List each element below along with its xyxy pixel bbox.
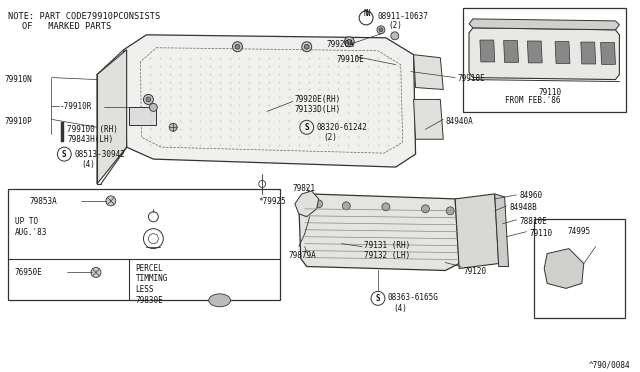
Text: 79110: 79110 [539, 87, 562, 96]
Text: 08513-30942: 08513-30942 [74, 150, 125, 159]
Text: 84948B: 84948B [509, 203, 538, 212]
Bar [8, 189, 280, 300]
Text: 79110: 79110 [529, 229, 552, 238]
Text: 79879A: 79879A [289, 251, 317, 260]
Text: 78810E: 78810E [520, 217, 547, 226]
Circle shape [302, 42, 312, 52]
Polygon shape [480, 40, 495, 62]
Text: 79910P: 79910P [5, 117, 33, 126]
Text: ^790/0084: ^790/0084 [589, 361, 630, 370]
Polygon shape [124, 35, 415, 167]
Text: 79131 (RH): 79131 (RH) [364, 241, 410, 250]
Text: 08363-6165G: 08363-6165G [388, 294, 439, 302]
Text: 79132 (LH): 79132 (LH) [364, 251, 410, 260]
Ellipse shape [209, 294, 230, 307]
Text: S: S [62, 150, 67, 158]
Text: 08911-10637: 08911-10637 [378, 12, 429, 21]
Text: PERCEL: PERCEL [136, 263, 163, 273]
Text: 79920E(RH): 79920E(RH) [295, 96, 341, 105]
Text: S: S [376, 294, 380, 303]
Circle shape [91, 267, 101, 278]
Text: 79920A: 79920A [326, 40, 355, 49]
Polygon shape [413, 55, 444, 90]
Text: 79830E: 79830E [136, 296, 163, 305]
Polygon shape [527, 41, 542, 63]
Circle shape [344, 37, 354, 47]
Circle shape [106, 196, 116, 206]
Text: (2): (2) [324, 133, 337, 142]
Text: 79918E: 79918E [457, 74, 485, 83]
Text: UP TO: UP TO [15, 217, 38, 226]
Circle shape [391, 32, 399, 40]
Text: -79910R: -79910R [60, 102, 92, 111]
Text: 79120: 79120 [463, 266, 486, 276]
Text: S: S [305, 123, 309, 132]
Text: TIMMING: TIMMING [136, 275, 168, 283]
Text: FROM FEB.'86: FROM FEB.'86 [504, 96, 560, 105]
Circle shape [146, 97, 151, 102]
Text: LESS: LESS [136, 285, 154, 294]
Circle shape [382, 203, 390, 211]
Circle shape [377, 26, 385, 34]
Text: 79133D(LH): 79133D(LH) [295, 105, 341, 115]
Circle shape [304, 44, 309, 49]
Circle shape [379, 28, 383, 32]
Text: NOTE: PART CODE79910PCONSISTS: NOTE: PART CODE79910PCONSISTS [8, 12, 160, 21]
Circle shape [235, 44, 240, 49]
Circle shape [347, 39, 352, 44]
Text: AUG.'83: AUG.'83 [15, 228, 47, 237]
Bar [534, 219, 625, 318]
Text: OF   MARKED PARTS: OF MARKED PARTS [22, 22, 111, 31]
Text: 79821: 79821 [293, 184, 316, 193]
Text: 84960: 84960 [520, 191, 543, 200]
Circle shape [342, 202, 350, 210]
Polygon shape [299, 194, 459, 270]
Text: 79853A: 79853A [29, 197, 58, 206]
Text: (2): (2) [389, 21, 403, 30]
Polygon shape [469, 28, 620, 80]
Polygon shape [413, 99, 444, 139]
Circle shape [422, 205, 429, 213]
Bar [129, 108, 156, 125]
Polygon shape [469, 19, 620, 30]
Text: (4): (4) [394, 304, 408, 313]
Text: 08320-61242: 08320-61242 [317, 123, 367, 132]
Text: 79910N: 79910N [5, 74, 33, 84]
Circle shape [446, 207, 454, 215]
Text: 79910E: 79910E [337, 55, 364, 64]
Text: 76950E: 76950E [15, 269, 43, 278]
Text: 74995: 74995 [567, 227, 590, 236]
Polygon shape [97, 50, 127, 184]
Text: *79925: *79925 [259, 197, 286, 206]
Bar [61, 122, 64, 142]
Polygon shape [455, 194, 499, 269]
Polygon shape [295, 191, 319, 217]
Polygon shape [504, 41, 518, 62]
Polygon shape [544, 248, 584, 288]
Text: 84940A: 84940A [445, 117, 473, 126]
Circle shape [143, 94, 154, 105]
Text: N: N [366, 9, 371, 19]
Text: 799100 (RH): 799100 (RH) [67, 125, 118, 134]
Text: (4): (4) [81, 160, 95, 169]
Polygon shape [555, 42, 570, 64]
Circle shape [149, 103, 157, 111]
Circle shape [232, 42, 243, 52]
Text: 79843H(LH): 79843H(LH) [67, 135, 113, 144]
Polygon shape [581, 42, 596, 64]
Text: N: N [364, 9, 369, 19]
Circle shape [169, 123, 177, 131]
Polygon shape [600, 42, 616, 64]
Circle shape [315, 200, 323, 208]
Bar [463, 8, 627, 112]
Polygon shape [495, 194, 509, 266]
